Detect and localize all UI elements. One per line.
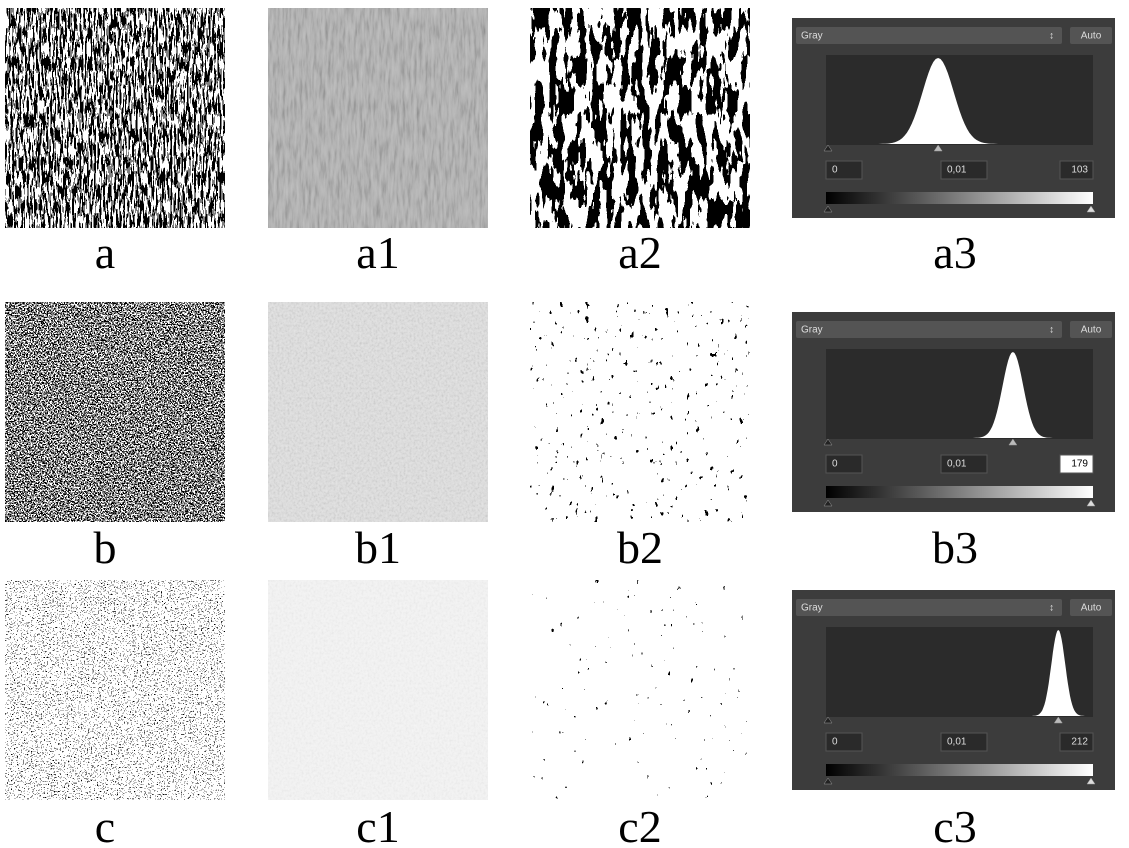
auto-button[interactable] [1070, 321, 1112, 338]
histogram [826, 630, 1091, 716]
slider-handle [823, 499, 833, 507]
channel-select [796, 321, 1062, 338]
output-gradient [826, 486, 1093, 498]
output-gradient [826, 764, 1093, 776]
slider-handle [823, 777, 833, 785]
levels-panel: Gray ↕ Auto 0 0,01 212 [792, 590, 1115, 790]
channel-select [796, 599, 1062, 616]
auto-label: Auto [1081, 325, 1102, 336]
input-box [940, 454, 988, 474]
select-arrow: ↕ [1049, 325, 1054, 336]
auto-button[interactable] [1070, 27, 1112, 44]
texture-image [268, 8, 488, 228]
input-value: 0,01 [947, 737, 967, 748]
auto-label: Auto [1081, 31, 1102, 42]
input-value: 0 [832, 459, 838, 470]
panel-label: a3 [933, 227, 976, 278]
panel-label: c1 [356, 801, 399, 848]
histogram-area [826, 349, 1093, 439]
panel-label: b2 [617, 522, 663, 573]
levels-panel: Gray ↕ Auto 0 0,01 103 [792, 18, 1115, 218]
texture-image [530, 8, 750, 228]
select-arrow: ↕ [1049, 31, 1054, 42]
input-box [940, 732, 988, 752]
input-box [1059, 454, 1094, 474]
panel-label: c [95, 801, 115, 848]
panel-label: a [95, 227, 115, 278]
slider-handle [823, 144, 833, 152]
input-value: 0,01 [947, 459, 967, 470]
texture-image [530, 302, 750, 522]
panel-label: b [94, 522, 117, 573]
channel-name: Gray [801, 603, 823, 614]
input-value: 212 [1071, 737, 1088, 748]
texture-image [530, 580, 750, 800]
slider-handle [1053, 716, 1063, 724]
slider-handle [1086, 499, 1096, 507]
slider-handle [823, 716, 833, 724]
slider-handle [1086, 777, 1096, 785]
input-box [940, 160, 988, 180]
channel-name: Gray [801, 31, 823, 42]
input-value: 0 [832, 737, 838, 748]
slider-handle [823, 205, 833, 213]
input-box [825, 454, 863, 474]
slider-handle [823, 438, 833, 446]
auto-button[interactable] [1070, 599, 1112, 616]
output-gradient [826, 192, 1093, 204]
input-value: 0,01 [947, 165, 967, 176]
input-value: 103 [1071, 165, 1088, 176]
input-box [825, 160, 863, 180]
texture-image [5, 302, 225, 522]
panel-label: b1 [355, 522, 401, 573]
texture-image [268, 302, 488, 522]
auto-label: Auto [1081, 603, 1102, 614]
panel-label: c3 [933, 801, 976, 848]
texture-image [5, 580, 225, 800]
input-box [1059, 160, 1094, 180]
channel-select [796, 27, 1062, 44]
channel-name: Gray [801, 325, 823, 336]
input-value: 179 [1071, 459, 1088, 470]
slider-handle [1008, 438, 1018, 446]
texture-image [268, 580, 488, 800]
panel-label: a1 [356, 227, 399, 278]
histogram [826, 352, 1061, 438]
histogram [826, 58, 1011, 144]
input-value: 0 [832, 165, 838, 176]
texture-image [5, 8, 225, 228]
panel-label: a2 [618, 227, 661, 278]
select-arrow: ↕ [1049, 603, 1054, 614]
input-box [825, 732, 863, 752]
input-box [1059, 732, 1094, 752]
slider-handle [1086, 205, 1096, 213]
panel-label: b3 [932, 522, 978, 573]
slider-handle [933, 144, 943, 152]
panel-label: c2 [618, 801, 661, 848]
levels-panel: Gray ↕ Auto 0 0,01 179 [792, 312, 1115, 512]
